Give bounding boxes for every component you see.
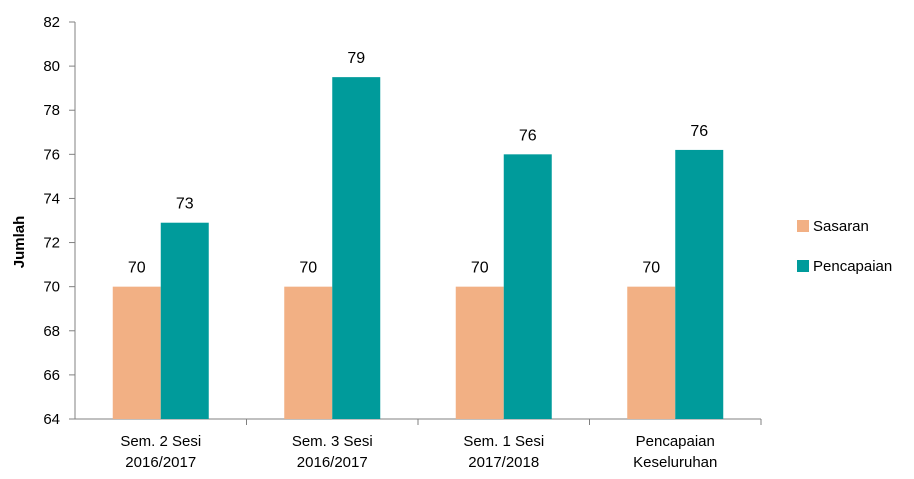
data-label: 76 xyxy=(690,123,708,140)
x-category-label: 2016/2017 xyxy=(297,454,368,471)
legend-swatch-pencapaian xyxy=(797,260,809,272)
bar-sasaran xyxy=(455,286,504,419)
bars xyxy=(112,77,724,420)
data-labels: 70 73 70 79 70 76 70 76 xyxy=(128,50,708,277)
legend: Sasaran Pencapaian xyxy=(797,218,892,275)
y-axis-ticks: 64 66 68 70 72 74 76 78 80 82 xyxy=(43,14,75,428)
y-tick-label: 80 xyxy=(43,58,60,75)
x-category-label: 2017/2018 xyxy=(468,454,539,471)
y-tick-label: 76 xyxy=(43,146,60,163)
x-category-label: Sem. 1 Sesi xyxy=(463,433,544,450)
y-tick-label: 68 xyxy=(43,323,60,340)
x-category-label: Keseluruhan xyxy=(633,454,717,471)
bar-pencapaian xyxy=(332,77,381,419)
bar-pencapaian xyxy=(503,154,552,420)
y-axis-label: Jumlah xyxy=(11,216,28,269)
x-category-label: 2016/2017 xyxy=(125,454,196,471)
y-tick-label: 78 xyxy=(43,102,60,119)
y-tick-label: 70 xyxy=(43,279,60,296)
y-tick-label: 82 xyxy=(43,14,60,31)
legend-swatch-sasaran xyxy=(797,220,809,232)
data-label: 73 xyxy=(176,196,194,213)
bar-sasaran xyxy=(112,286,161,419)
data-label: 76 xyxy=(519,127,537,144)
data-label: 70 xyxy=(642,260,660,277)
y-tick-label: 74 xyxy=(43,190,60,207)
bar-sasaran xyxy=(627,286,676,419)
data-label: 70 xyxy=(299,260,317,277)
x-axis-categories: Sem. 2 Sesi 2016/2017 Sem. 3 Sesi 2016/2017… xyxy=(120,419,762,471)
bar-pencapaian xyxy=(675,149,724,419)
x-category-label: Sem. 2 Sesi xyxy=(120,433,201,450)
bar-pencapaian xyxy=(160,222,209,419)
x-category-label: Pencapaian xyxy=(636,433,715,450)
legend-label: Sasaran xyxy=(813,218,869,235)
data-label: 70 xyxy=(128,260,146,277)
y-tick-label: 66 xyxy=(43,367,60,384)
legend-label: Pencapaian xyxy=(813,258,892,275)
x-category-label: Sem. 3 Sesi xyxy=(292,433,373,450)
bar-sasaran xyxy=(284,286,333,419)
data-label: 70 xyxy=(471,260,489,277)
y-tick-label: 64 xyxy=(43,411,60,428)
y-tick-label: 72 xyxy=(43,235,60,252)
data-label: 79 xyxy=(347,50,365,67)
